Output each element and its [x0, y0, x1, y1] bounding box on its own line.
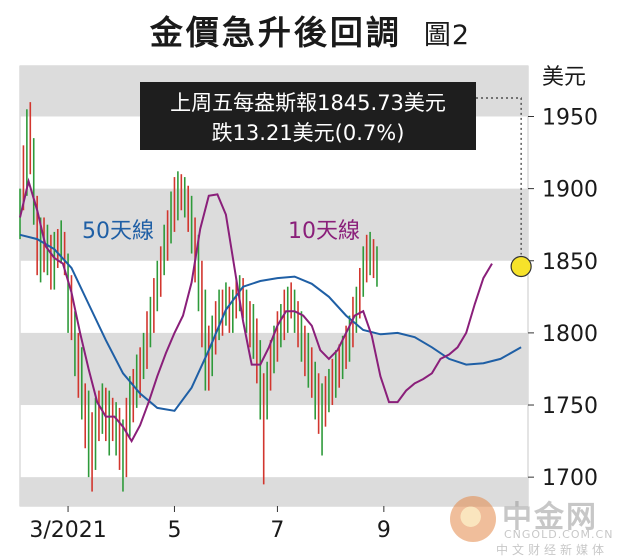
y-tick-label: 1950: [542, 105, 598, 130]
x-tick-label: 7: [270, 518, 284, 543]
watermark-tagline: 中文财经新媒体: [496, 543, 609, 557]
y-tick-label: 1900: [542, 178, 598, 203]
callout-line2: 跌13.21美元(0.7%): [212, 121, 405, 145]
y-tick-label: 1800: [542, 322, 598, 347]
y-axis-label: 美元: [542, 65, 586, 90]
y-tick-label: 1850: [542, 250, 598, 275]
price-bars: [19, 102, 378, 492]
title-text: 金價急升後回調: [149, 13, 402, 52]
series-label-50: 50天線: [82, 219, 154, 244]
callout-box: [140, 82, 476, 150]
watermark: 中金网 CNGOLD.COM.CN 中文财经新媒体: [450, 492, 614, 557]
latest-price-marker: [510, 255, 532, 278]
callout-line1: 上周五每盎斯報1845.73美元: [170, 91, 446, 115]
watermark-url: CNGOLD.COM.CN: [504, 528, 614, 541]
grid-band: [20, 188, 528, 261]
grid-band: [20, 477, 528, 506]
watermark-brand: 中金网: [502, 500, 598, 535]
series-line: [19, 233, 522, 412]
series-label-10: 10天線: [288, 219, 360, 244]
watermark-logo-icon: [450, 496, 496, 542]
y-tick-label: 1750: [542, 394, 598, 419]
series-line: [19, 177, 493, 444]
x-tick-label: 9: [377, 518, 391, 543]
callout-leader: [476, 97, 522, 255]
y-tick-label: 1700: [542, 466, 598, 491]
chart-title: 金價急升後回調 圖2: [0, 6, 620, 54]
figure-label: 圖2: [423, 20, 471, 51]
x-tick-label: 5: [167, 518, 181, 543]
x-tick-label: 3/2021: [29, 518, 106, 543]
